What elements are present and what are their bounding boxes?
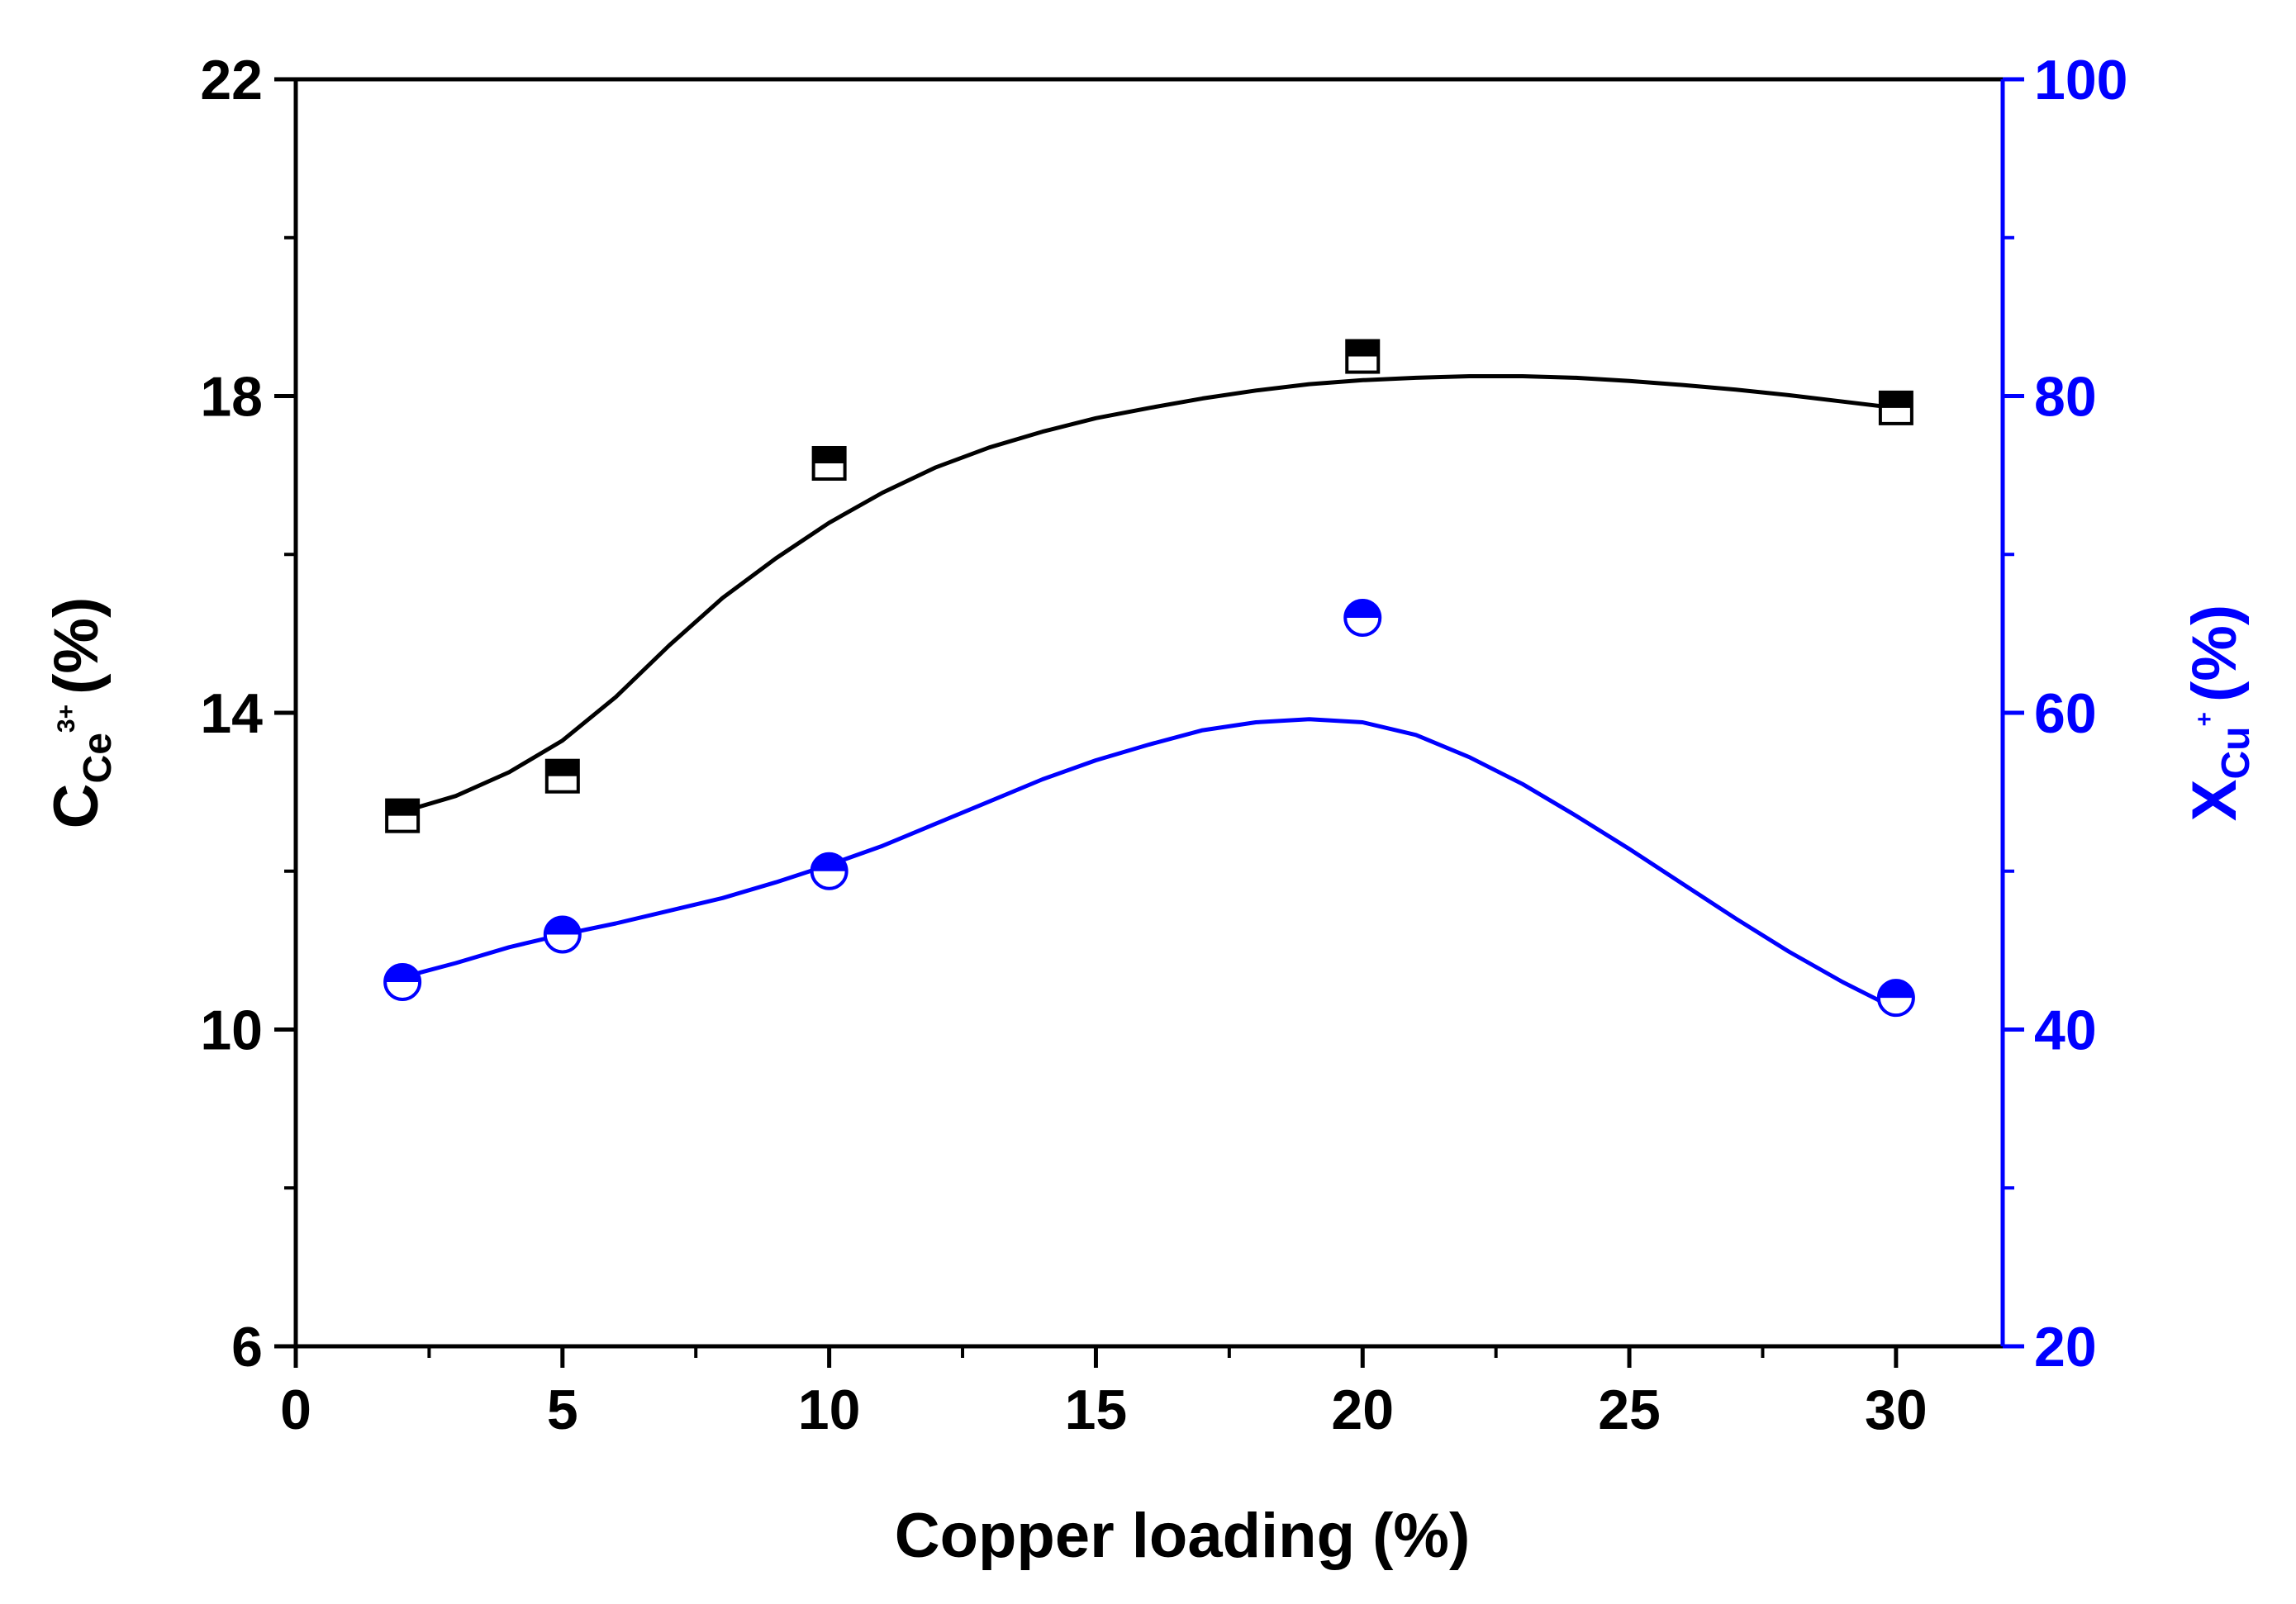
right-axis-title-sup: + — [2191, 712, 2218, 727]
left-axis-title-unit: (%) — [41, 597, 112, 695]
y-right-tick-label: 100 — [2034, 49, 2127, 112]
left-axis-title-sup: 3+ — [53, 705, 80, 733]
data-point-square — [811, 445, 847, 481]
circle-marker-fill — [1345, 600, 1381, 618]
left-axis-title-sub: Ce — [76, 733, 120, 783]
tick-labels: 0 5 10 15 20 25 30 6 10 14 18 22 20 40 60 80 100 — [200, 49, 2127, 1441]
circle-marker-fill — [811, 853, 847, 871]
x-tick-label: 15 — [1065, 1379, 1128, 1441]
right-axis-title-main: X — [2180, 779, 2250, 821]
x-tick-label: 5 — [547, 1379, 578, 1441]
data-point-circle — [383, 962, 422, 1001]
square-marker-fill — [813, 447, 845, 463]
data-point-circle — [1876, 979, 1915, 1018]
data-point-circle — [543, 915, 582, 954]
data-point-square — [385, 798, 421, 833]
y-left-tick-label: 6 — [231, 1316, 263, 1379]
x-tick-label: 0 — [280, 1379, 311, 1441]
fit-curve-cu — [402, 717, 1898, 1011]
left-axis-title-main: C — [41, 783, 112, 828]
square-marker-fill — [1880, 392, 1912, 408]
data-point-square — [1878, 390, 1913, 425]
y-right-tick-label: 60 — [2034, 682, 2097, 745]
circle-marker-fill — [1878, 980, 1913, 999]
square-marker-fill — [387, 800, 419, 816]
data-point-square — [544, 758, 580, 794]
x-tick-label: 20 — [1331, 1379, 1394, 1441]
data-point-circle — [1343, 598, 1382, 637]
y-left-tick-label: 22 — [200, 49, 263, 112]
y-right-tick-label: 20 — [2034, 1316, 2097, 1379]
right-axis-title: XCu+ (%) — [2180, 605, 2258, 821]
x-tick-label: 30 — [1865, 1379, 1928, 1441]
fit-curves — [402, 374, 1898, 1011]
data-point-circle — [810, 852, 849, 890]
y-left-tick-label: 10 — [200, 999, 263, 1062]
square-marker-fill — [546, 760, 578, 776]
x-axis-title: Copper loading (%) — [895, 1501, 1471, 1571]
x-tick-label: 10 — [798, 1379, 861, 1441]
svg-text:XCu+(%): XCu+ (%) — [2180, 605, 2258, 821]
y-right-tick-label: 80 — [2034, 366, 2097, 429]
circle-marker-fill — [385, 964, 421, 982]
x-tick-label: 25 — [1598, 1379, 1661, 1441]
axes — [274, 77, 2024, 1368]
y-left-tick-label: 14 — [200, 682, 263, 745]
square-marker-fill — [1347, 340, 1379, 357]
svg-text:CCe3+(%): CCe3+ (%) — [41, 597, 120, 829]
right-axis-title-sub: Cu — [2214, 727, 2258, 780]
left-axis-title: CCe3+ (%) — [41, 597, 120, 829]
fit-curve-ce — [402, 374, 1897, 814]
data-markers — [383, 339, 1915, 1018]
y-right-tick-label: 40 — [2034, 999, 2097, 1062]
circle-marker-fill — [544, 917, 580, 935]
right-axis-title-unit: (%) — [2180, 605, 2250, 702]
data-point-square — [1345, 339, 1381, 374]
y-left-tick-label: 18 — [200, 366, 263, 429]
